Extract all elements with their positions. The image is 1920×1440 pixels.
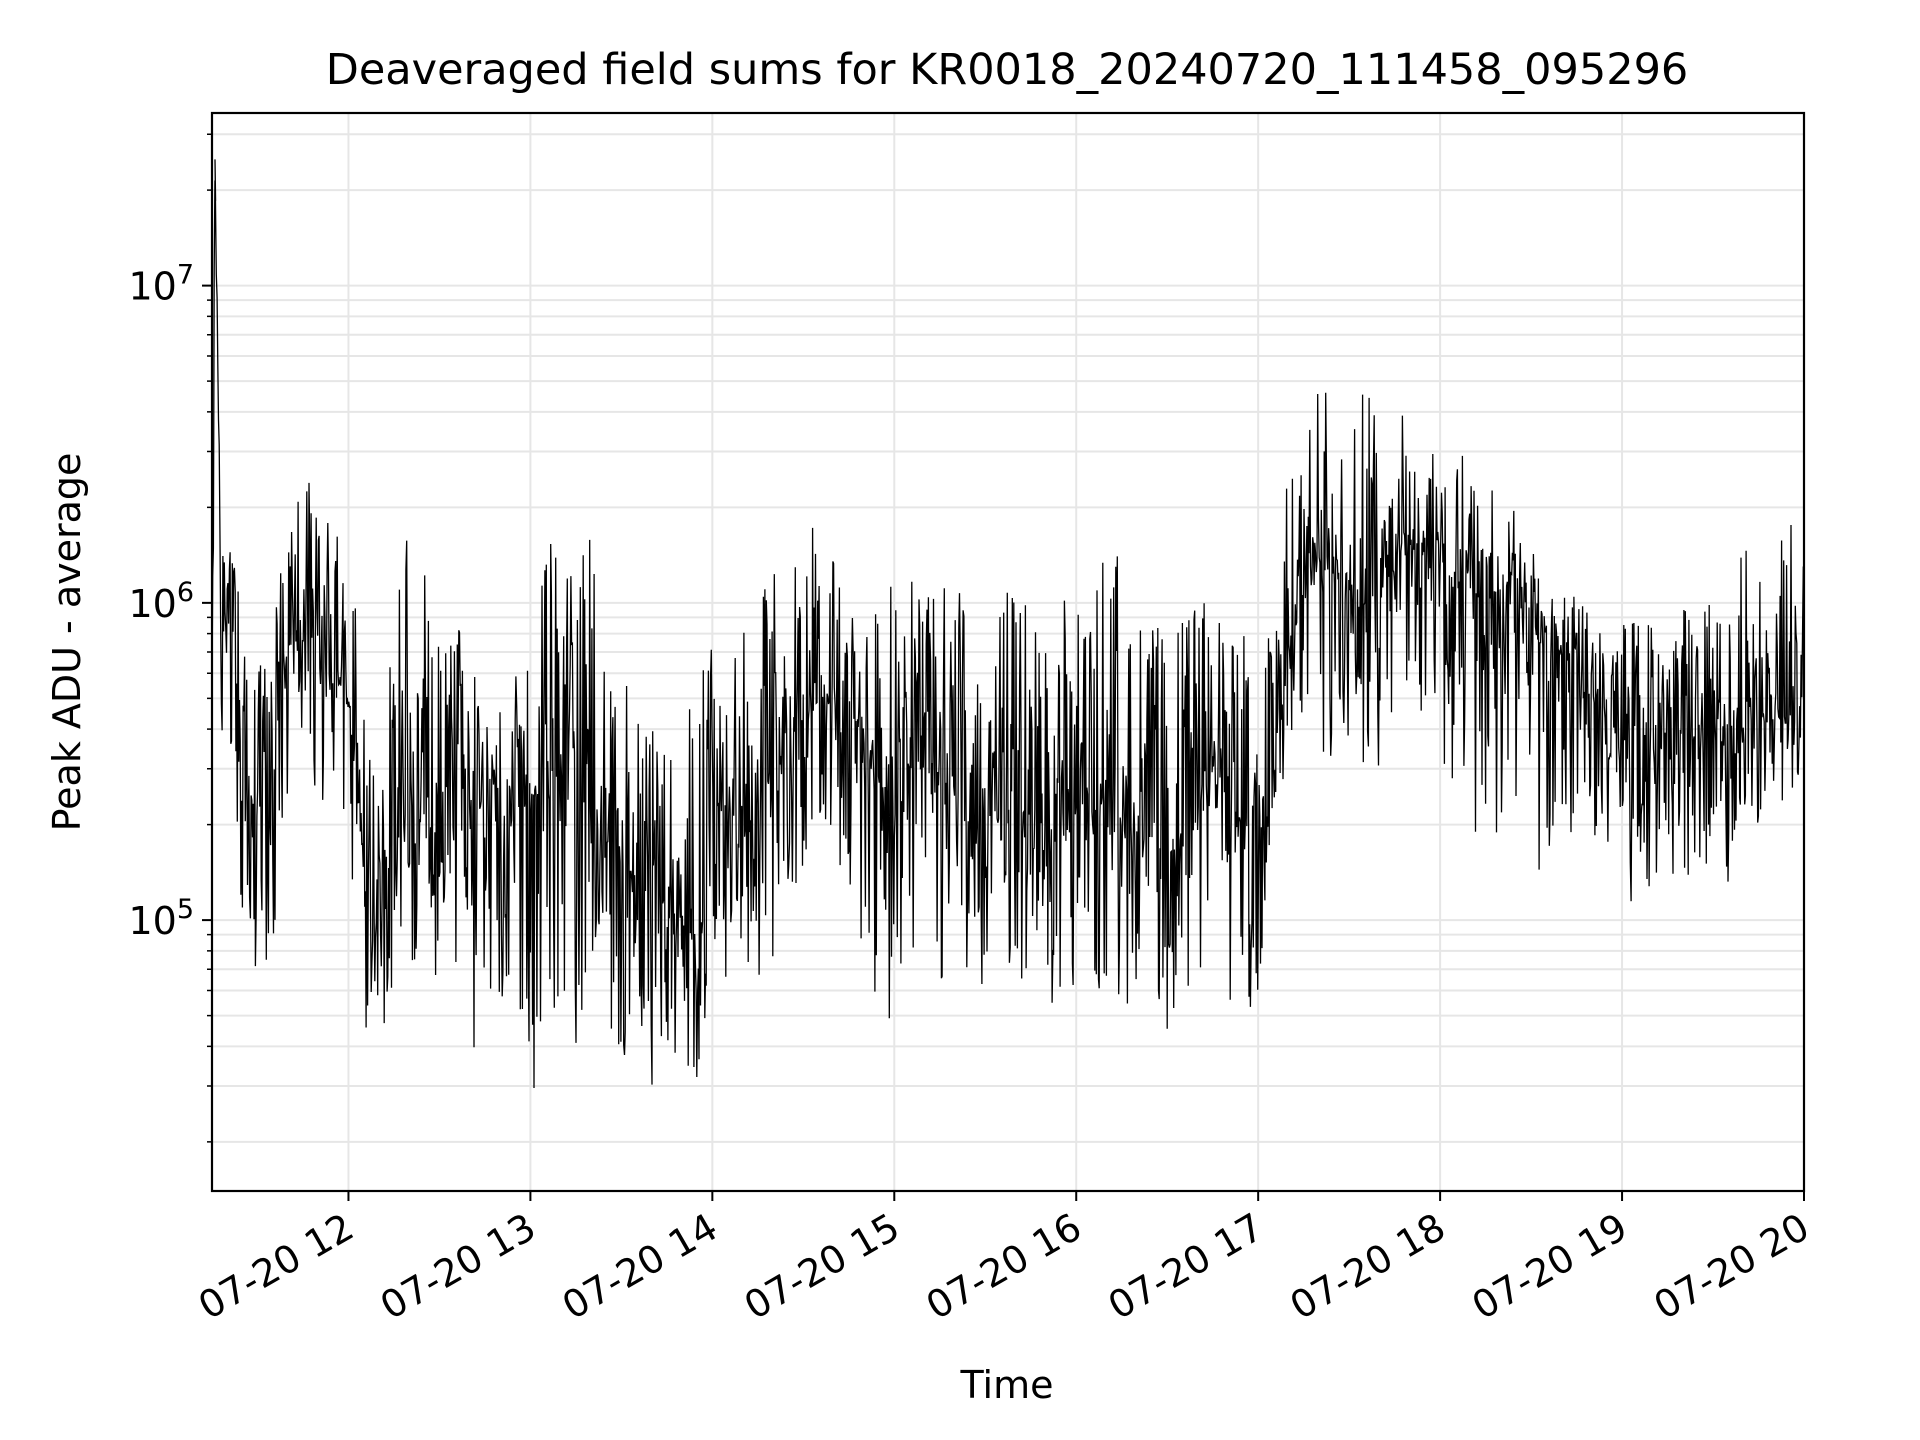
x-axis-label: Time [960,1363,1054,1407]
y-tick-label: 105 [128,894,194,943]
series-line [211,159,1805,1089]
y-axis-label: Peak ADU - average [45,453,89,832]
y-tick-base: 10 [128,582,176,626]
y-tick-base: 10 [128,899,176,943]
chart-title: Deaveraged field sums for KR0018_2024072… [326,45,1689,95]
series-layer [211,159,1805,1089]
y-tick-label: 107 [128,260,194,309]
y-tick-label: 106 [128,577,194,626]
y-tick-exponent: 6 [177,577,194,608]
y-tick-exponent: 7 [177,260,194,291]
y-tick-base: 10 [128,265,176,309]
y-tick-exponent: 5 [177,894,194,925]
